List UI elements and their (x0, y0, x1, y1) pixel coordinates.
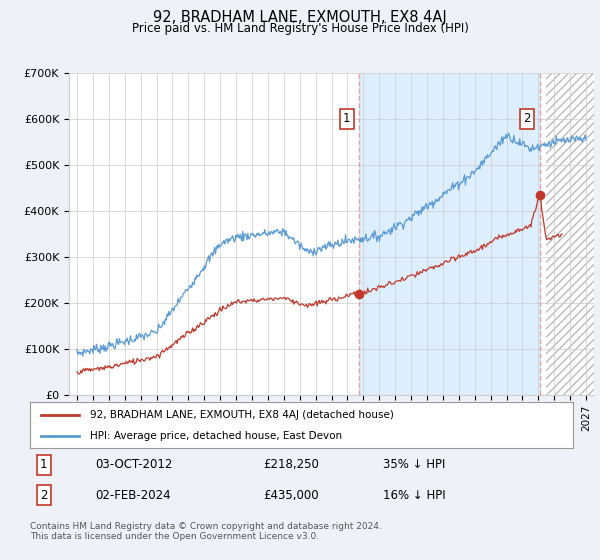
Text: HPI: Average price, detached house, East Devon: HPI: Average price, detached house, East… (90, 431, 342, 441)
Text: 92, BRADHAM LANE, EXMOUTH, EX8 4AJ: 92, BRADHAM LANE, EXMOUTH, EX8 4AJ (153, 10, 447, 25)
Text: Contains HM Land Registry data © Crown copyright and database right 2024.
This d: Contains HM Land Registry data © Crown c… (30, 522, 382, 542)
Bar (359, 73, 539, 395)
Text: 02-FEB-2024: 02-FEB-2024 (95, 488, 171, 502)
Text: £435,000: £435,000 (263, 488, 319, 502)
Text: £218,250: £218,250 (263, 458, 319, 472)
Text: 03-OCT-2012: 03-OCT-2012 (95, 458, 173, 472)
Text: 2: 2 (40, 488, 47, 502)
Text: 1: 1 (40, 458, 47, 472)
Text: 1: 1 (343, 113, 350, 125)
Text: 16% ↓ HPI: 16% ↓ HPI (383, 488, 446, 502)
Text: 92, BRADHAM LANE, EXMOUTH, EX8 4AJ (detached house): 92, BRADHAM LANE, EXMOUTH, EX8 4AJ (deta… (90, 410, 394, 420)
Text: Price paid vs. HM Land Registry's House Price Index (HPI): Price paid vs. HM Land Registry's House … (131, 22, 469, 35)
Bar (546, 73, 594, 395)
Text: 35% ↓ HPI: 35% ↓ HPI (383, 458, 445, 472)
Text: 2: 2 (523, 113, 530, 125)
